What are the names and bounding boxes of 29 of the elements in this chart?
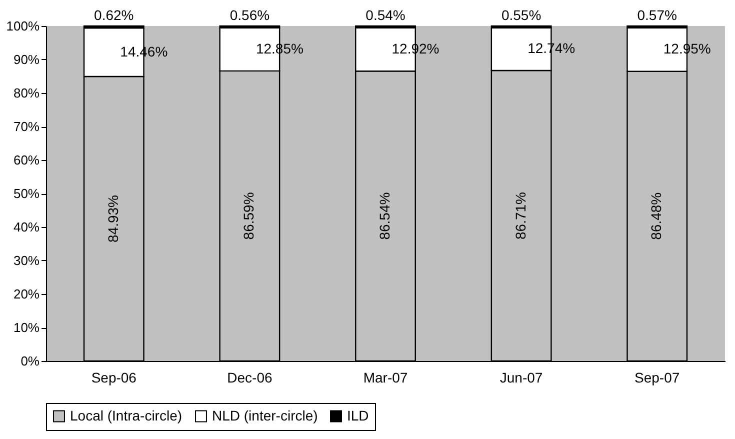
- y-tick-label: 20%: [13, 286, 40, 302]
- y-tick-label: 10%: [13, 320, 40, 335]
- y-tick-label: 50%: [13, 186, 40, 201]
- x-tick-label: Dec-06: [227, 370, 272, 386]
- y-tick-label: 100%: [6, 18, 40, 34]
- y-tick-label: 90%: [13, 52, 40, 67]
- data-label: 0.55%: [501, 7, 542, 23]
- x-tick-label: Mar-07: [363, 370, 408, 386]
- x-tick-label: Sep-07: [634, 370, 680, 386]
- data-label: 84.93%: [104, 195, 121, 242]
- data-label: 86.48%: [648, 192, 664, 240]
- x-tick-label: Jun-07: [500, 370, 543, 386]
- data-label: 86.59%: [240, 192, 257, 240]
- data-label: 86.54%: [376, 192, 392, 240]
- data-label: 86.71%: [512, 192, 528, 240]
- y-tick-label: 80%: [13, 86, 40, 100]
- legend-label: Local (Intra-circle): [70, 407, 182, 424]
- data-label: 0.54%: [366, 7, 406, 23]
- x-tick-label: Sep-06: [91, 370, 137, 386]
- y-tick-label: 30%: [13, 253, 40, 268]
- y-tick-label: 70%: [13, 119, 40, 134]
- y-tick-label: 0%: [20, 354, 40, 368]
- y-tick-label: 60%: [13, 152, 40, 168]
- data-label: 0.56%: [230, 7, 270, 23]
- legend-label: ILD: [347, 407, 369, 424]
- y-tick-label: 40%: [13, 220, 40, 234]
- legend-label: NLD (inter-circle): [212, 407, 318, 424]
- data-label: 0.62%: [94, 6, 134, 23]
- data-label: 0.57%: [637, 7, 677, 23]
